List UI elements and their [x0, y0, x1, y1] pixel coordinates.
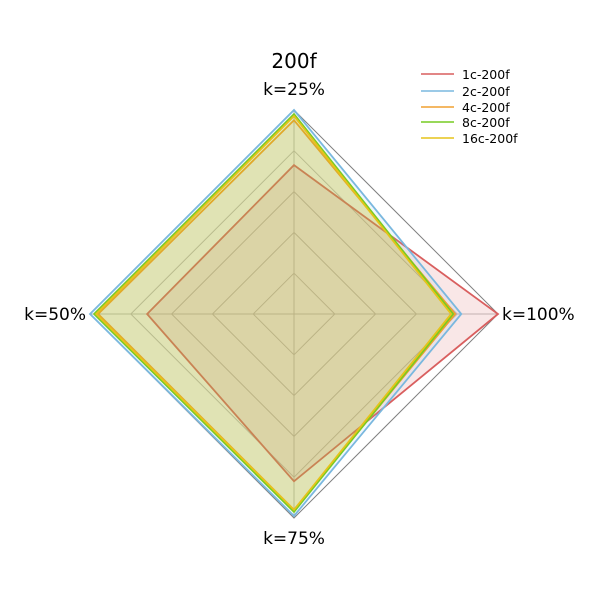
legend-item: 1c-200f [421, 67, 510, 82]
series-polygon-1c-200f [145, 163, 500, 483]
series-polygon-8c-200f [92, 112, 455, 514]
legend: 1c-200f 2c-200f 4c-200f 8c-200f 16c-200f [421, 67, 518, 146]
axis-label-left: k=50% [24, 305, 86, 325]
chart-title: 200f [271, 49, 317, 73]
legend-label: 16c-200f [462, 131, 518, 146]
legend-item: 8c-200f [421, 115, 510, 130]
series-layer [88, 108, 500, 518]
legend-label: 2c-200f [462, 84, 510, 99]
legend-label: 4c-200f [462, 100, 510, 115]
axis-label-bottom: k=75% [263, 529, 325, 549]
legend-item: 16c-200f [421, 131, 518, 146]
axis-label-right: k=100% [502, 305, 575, 325]
legend-label: 1c-200f [462, 67, 510, 82]
series-polygon-16c-200f [94, 114, 453, 512]
legend-label: 8c-200f [462, 115, 510, 130]
series-polygon-2c-200f [88, 108, 463, 518]
legend-item: 2c-200f [421, 84, 510, 99]
legend-item: 4c-200f [421, 100, 510, 115]
axis-label-top: k=25% [263, 80, 325, 100]
